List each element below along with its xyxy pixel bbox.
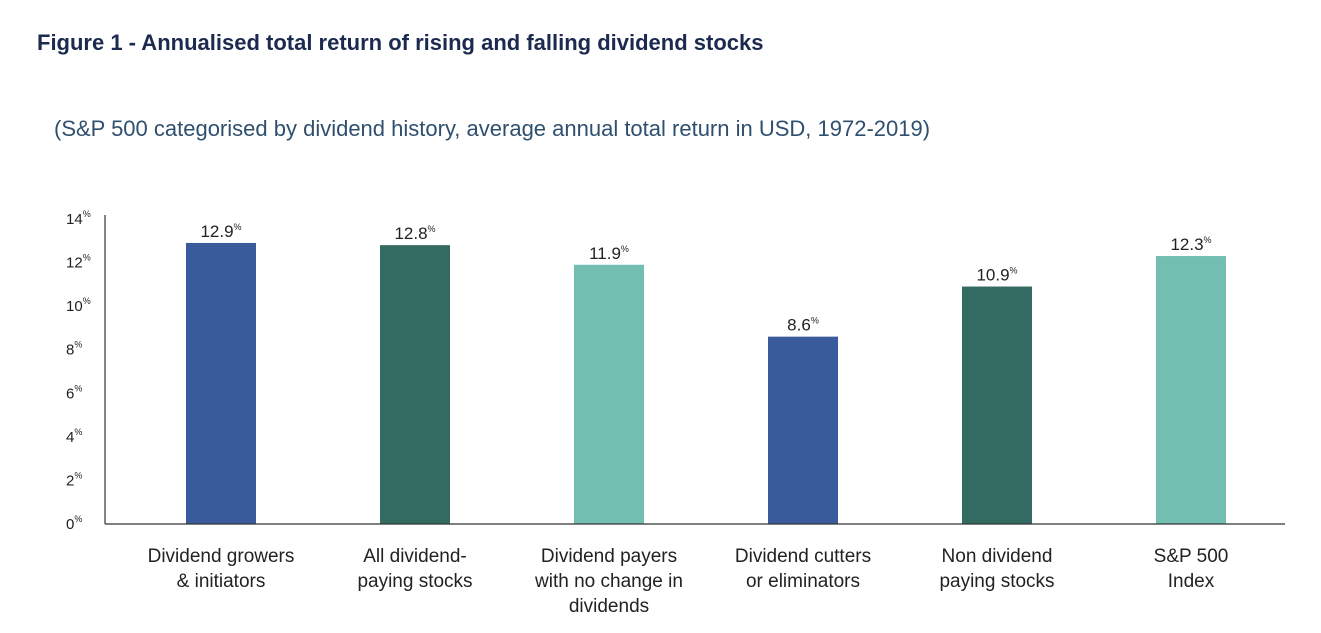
bar: [186, 242, 256, 524]
bars: 12.9% 12.8% 11.9% 8.6% 10.9% 12.3%: [186, 222, 1226, 524]
y-tick-label: 0%: [66, 514, 82, 533]
bar-value-label: 12.9%: [200, 222, 241, 241]
y-tick-label: 14%: [66, 209, 91, 228]
y-axis: 0% 2% 4% 6% 8% 10% 12% 14%: [66, 209, 106, 533]
bar-value-label: 12.3%: [1170, 235, 1211, 254]
y-tick-label: 6%: [66, 383, 82, 402]
bar-value-label: 11.9%: [589, 244, 629, 263]
bar-value-label: 8.6%: [787, 316, 819, 335]
category-label: Non dividend paying stocks: [939, 546, 1054, 592]
bar-value-label: 12.8%: [394, 224, 435, 243]
category-label: Dividend cutters or eliminators: [735, 546, 871, 592]
category-label: All dividend-paying stocks: [357, 546, 472, 592]
bar: [768, 336, 838, 524]
x-axis: Dividend growers & initiators All dividend…: [105, 523, 1285, 617]
bar: [574, 264, 644, 524]
bar-value-label: 10.9%: [976, 266, 1017, 285]
y-tick-label: 8%: [66, 340, 82, 359]
bar: [1156, 256, 1226, 524]
category-label: Dividend payers with no change in dividend…: [534, 546, 683, 617]
y-tick-label: 2%: [66, 470, 82, 489]
y-tick-label: 10%: [66, 296, 91, 315]
chart-subtitle: (S&P 500 categorised by dividend history…: [54, 116, 931, 141]
bar: [380, 245, 450, 524]
y-tick-label: 4%: [66, 427, 82, 446]
category-label: Dividend growers & initiators: [148, 546, 295, 592]
chart-title: Figure 1 - Annualised total return of ri…: [37, 30, 764, 55]
category-label: S&P 500 Index: [1154, 546, 1229, 592]
bar: [962, 286, 1032, 524]
y-tick-label: 12%: [66, 253, 91, 272]
